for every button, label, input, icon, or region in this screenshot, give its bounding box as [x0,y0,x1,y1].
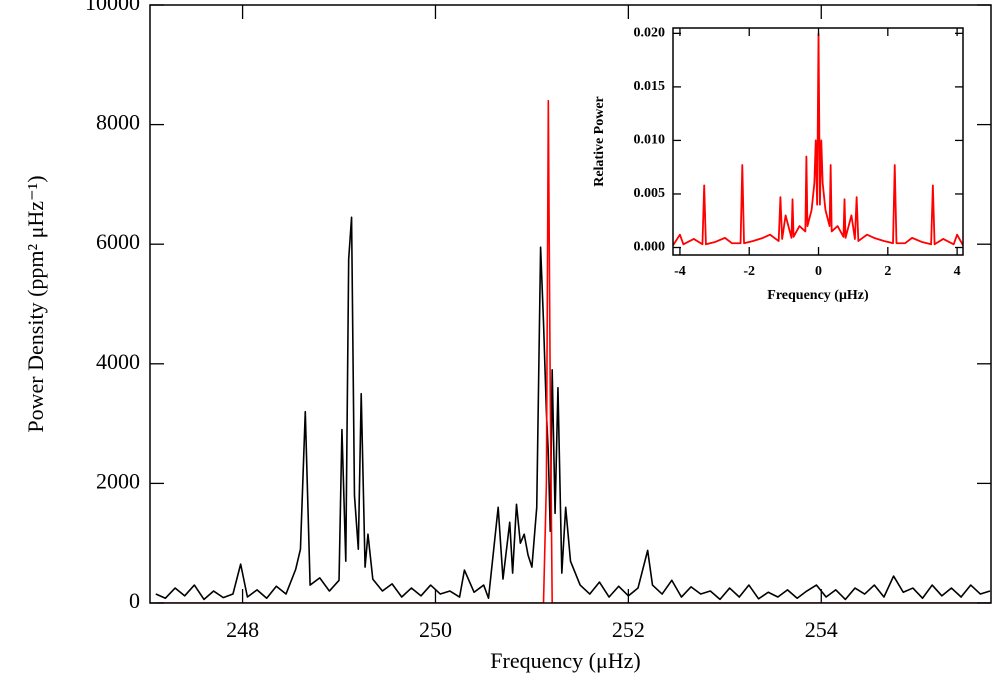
plot-frame [149,4,992,604]
x-tick-label: 0 [815,264,822,279]
y-tick-label: 0.015 [634,79,666,94]
x-tick-label: 250 [419,617,452,642]
x-axis-label: Frequency (μHz) [490,648,640,673]
y-tick-label: 0.005 [634,186,666,201]
x-axis-label: Frequency (μHz) [767,288,869,303]
x-tick-label: 2 [884,264,891,279]
x-tick-label: 248 [226,617,259,642]
series-group [155,99,991,603]
y-tick-label: 4000 [96,349,140,374]
y-tick-label: 0 [129,588,140,613]
x-tick-label: -2 [743,264,755,279]
y-tick-label: 0.010 [634,133,666,148]
y-tick-label: 0.020 [634,26,666,41]
x-tick-label: 4 [954,264,961,279]
x-tick-label: 254 [805,617,838,642]
y-tick-label: 10000 [85,0,140,15]
y-axis-label: Power Density (ppm² μHz⁻¹) [23,175,48,432]
x-tick-label: 252 [612,617,645,642]
data-line [155,216,991,601]
y-tick-label: 8000 [96,110,140,135]
y-axis-label: Relative Power [592,96,607,187]
y-tick-label: 2000 [96,468,140,493]
inset-chart: -4 -2 0 2 4 0.000 0.005 0.010 0.015 0.020 Frequenc… [592,26,964,303]
y-tick-label: 0.000 [634,240,666,255]
y-tick-label: 6000 [96,229,140,254]
x-tick-label: -4 [674,264,686,279]
